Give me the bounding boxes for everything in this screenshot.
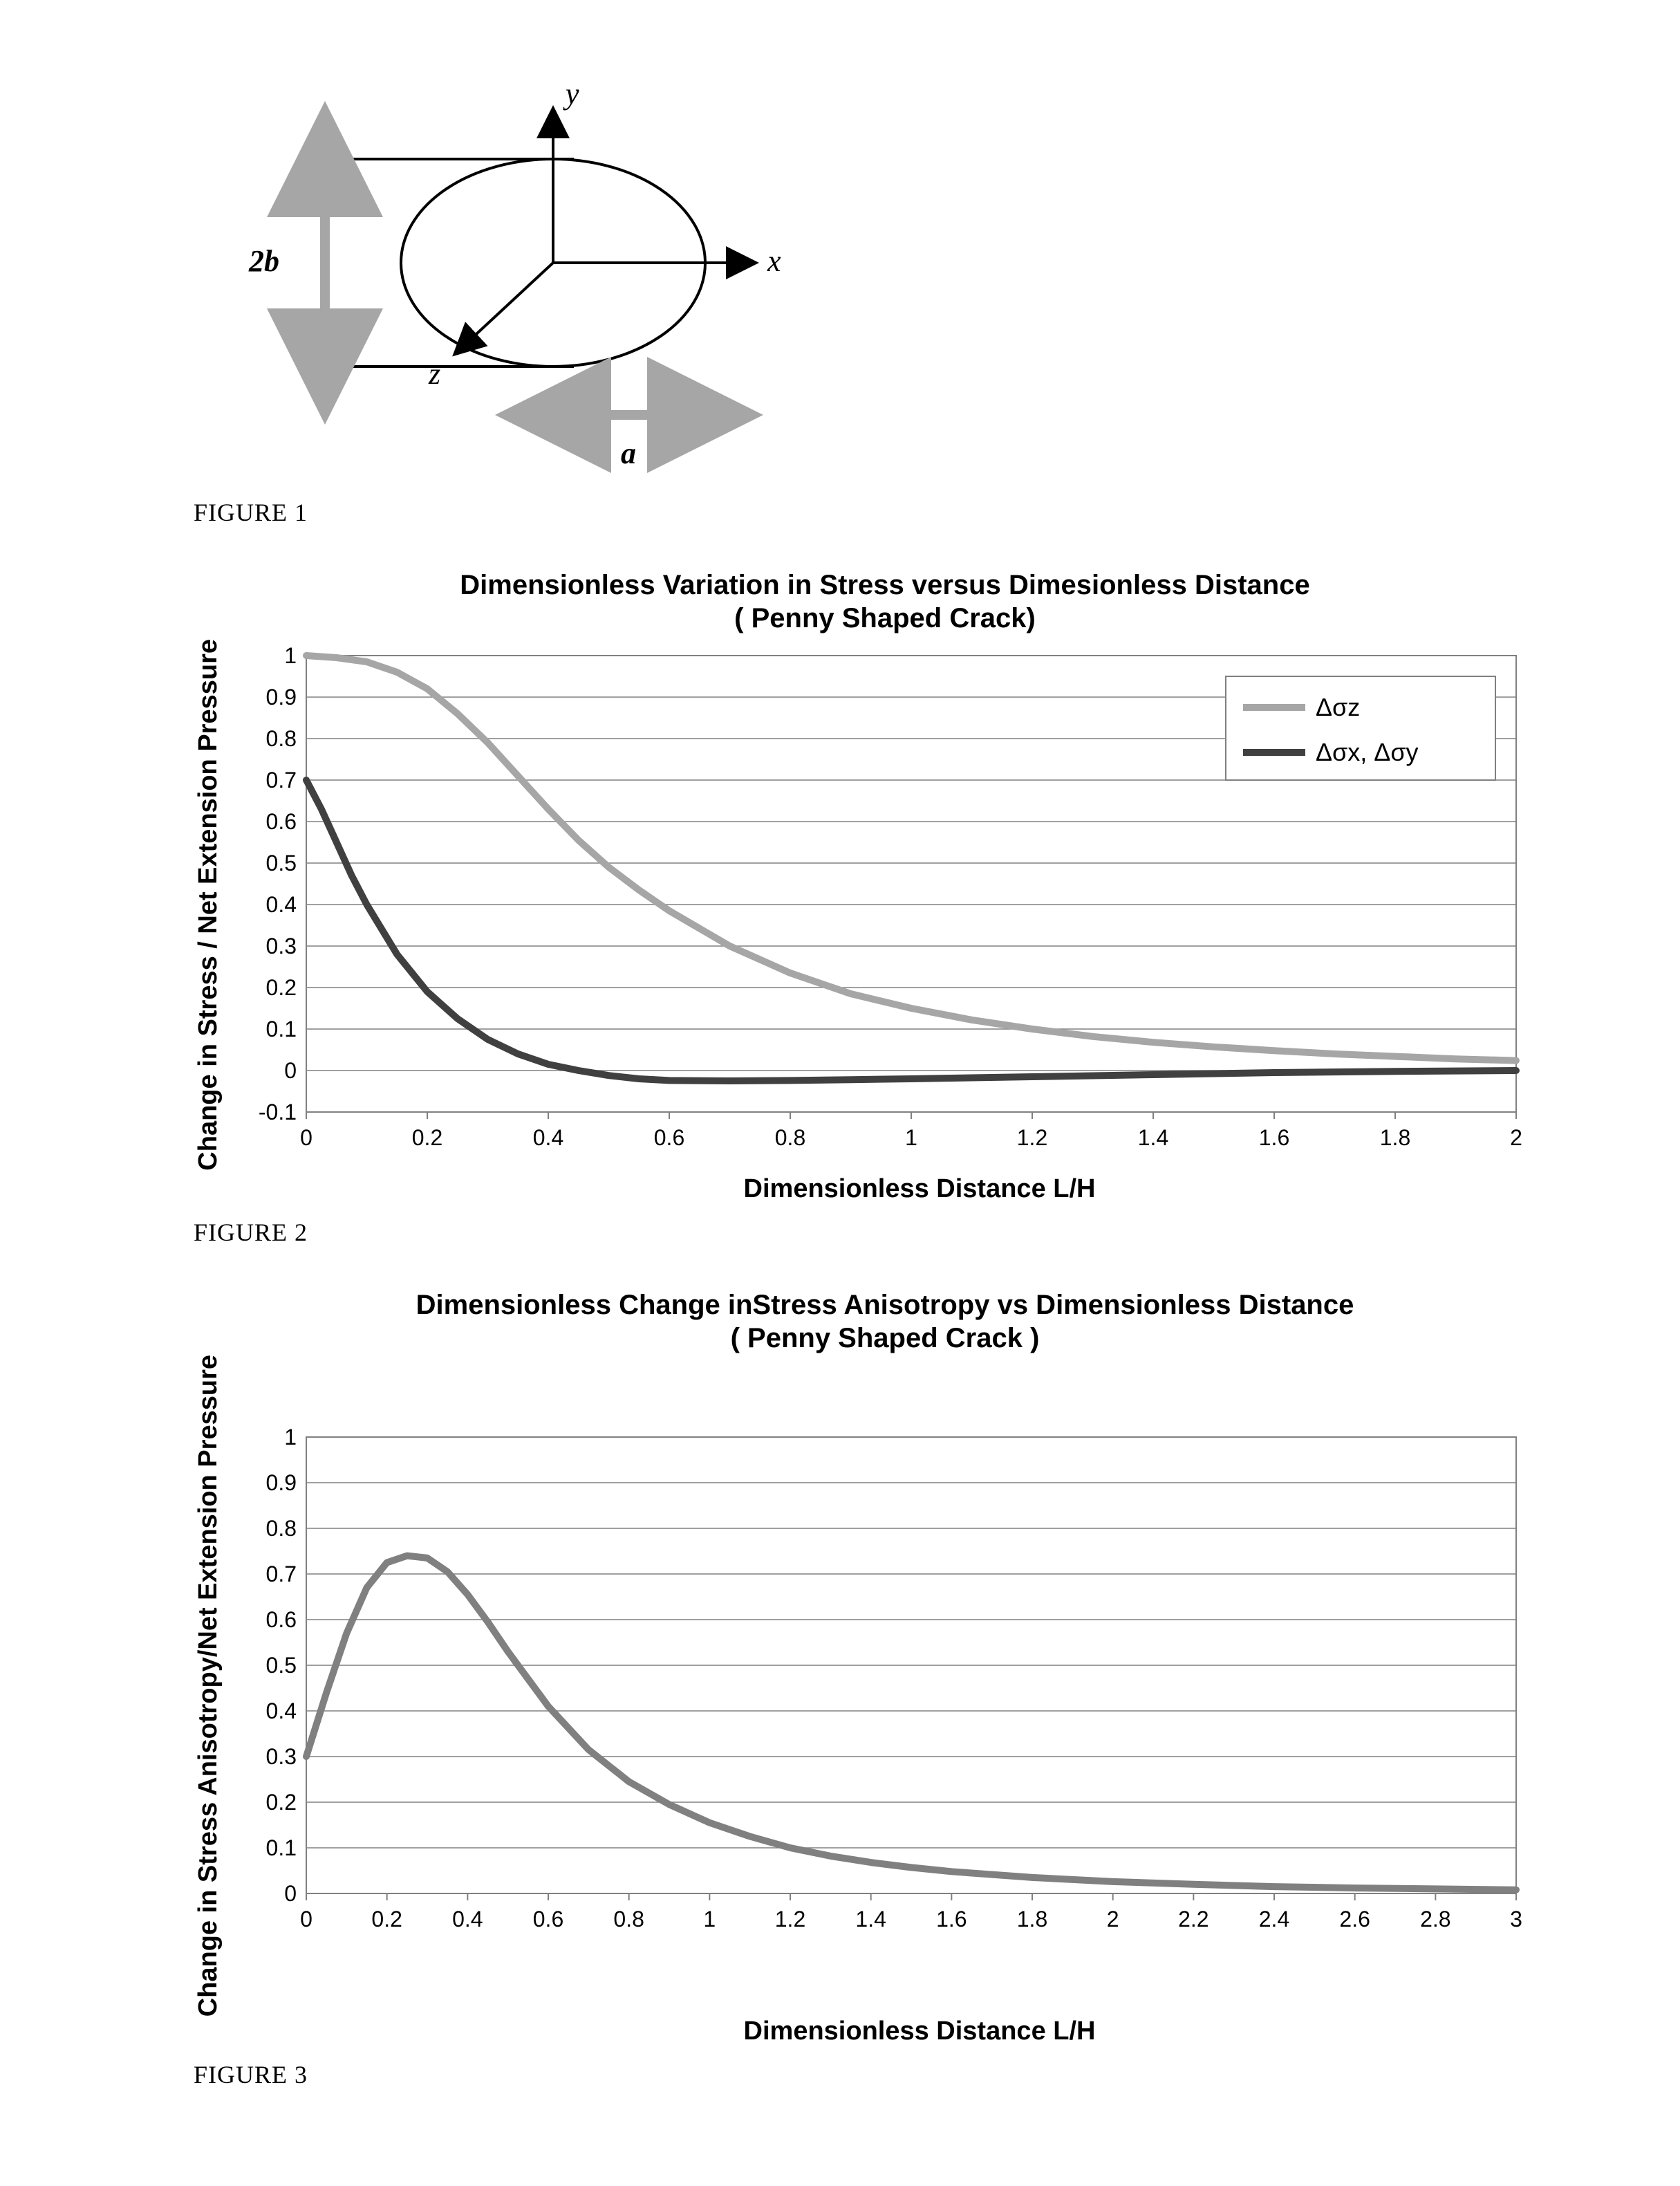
svg-text:0.3: 0.3 <box>266 934 297 958</box>
svg-text:1: 1 <box>703 1907 716 1932</box>
svg-text:0.6: 0.6 <box>266 809 297 834</box>
svg-text:2: 2 <box>1107 1907 1119 1932</box>
svg-text:Δσx, Δσy: Δσx, Δσy <box>1316 738 1419 766</box>
svg-text:0.1: 0.1 <box>266 1017 297 1041</box>
figure-2-xlabel: Dimensionless Distance L/H <box>263 1174 1576 1204</box>
figure-2: Dimensionless Variation in Stress versus… <box>194 568 1576 1247</box>
svg-text:0.4: 0.4 <box>533 1125 563 1150</box>
svg-text:2.2: 2.2 <box>1178 1907 1208 1932</box>
figure-2-title: Dimensionless Variation in Stress versus… <box>194 568 1576 635</box>
svg-text:1.2: 1.2 <box>1017 1125 1047 1150</box>
svg-text:0.3: 0.3 <box>266 1744 297 1769</box>
svg-text:-0.1: -0.1 <box>259 1100 297 1124</box>
figure-2-caption: FIGURE 2 <box>194 1218 1576 1247</box>
svg-text:0.6: 0.6 <box>533 1907 563 1932</box>
svg-text:0: 0 <box>284 1881 297 1906</box>
svg-text:0.4: 0.4 <box>452 1907 483 1932</box>
figure-1-diagram: 2b x y z a <box>194 55 885 484</box>
svg-text:2: 2 <box>1510 1125 1522 1150</box>
svg-text:y: y <box>563 77 579 111</box>
svg-text:3: 3 <box>1510 1907 1522 1932</box>
figure-3-title: Dimensionless Change inStress Anisotropy… <box>194 1288 1576 1355</box>
svg-text:0.9: 0.9 <box>266 1470 297 1495</box>
svg-text:0: 0 <box>300 1125 312 1150</box>
svg-text:0.7: 0.7 <box>266 1562 297 1586</box>
svg-text:0.5: 0.5 <box>266 1653 297 1678</box>
svg-text:0.4: 0.4 <box>266 1698 297 1723</box>
figure-3-xlabel: Dimensionless Distance L/H <box>263 2017 1576 2046</box>
svg-text:1.6: 1.6 <box>1259 1125 1289 1150</box>
svg-text:0.8: 0.8 <box>266 1516 297 1541</box>
svg-text:0: 0 <box>284 1058 297 1083</box>
svg-text:1.2: 1.2 <box>775 1907 805 1932</box>
svg-text:0.8: 0.8 <box>775 1125 805 1150</box>
svg-text:0.6: 0.6 <box>266 1607 297 1632</box>
svg-text:1.8: 1.8 <box>1017 1907 1047 1932</box>
figure-3: Dimensionless Change inStress Anisotropy… <box>194 1288 1576 2089</box>
svg-text:0.2: 0.2 <box>266 1790 297 1815</box>
svg-text:0.6: 0.6 <box>654 1125 684 1150</box>
svg-text:2b: 2b <box>248 244 279 278</box>
svg-text:1: 1 <box>284 1425 297 1449</box>
svg-text:0: 0 <box>300 1907 312 1932</box>
figure-2-ylabel: Change in Stress / Net Extension Pressur… <box>194 639 223 1171</box>
figure-1-caption: FIGURE 1 <box>194 498 1576 527</box>
svg-text:0.1: 0.1 <box>266 1835 297 1860</box>
svg-text:1: 1 <box>284 643 297 668</box>
figure-3-ylabel: Change in Stress Anisotropy/Net Extensio… <box>194 1355 223 2017</box>
svg-text:1.6: 1.6 <box>936 1907 967 1932</box>
svg-text:x: x <box>767 244 781 278</box>
svg-text:a: a <box>621 436 636 470</box>
svg-text:0.2: 0.2 <box>412 1125 442 1150</box>
figure-2-chart: -0.100.10.20.30.40.50.60.70.80.9100.20.4… <box>223 635 1537 1174</box>
svg-text:z: z <box>428 357 440 391</box>
svg-text:0.8: 0.8 <box>266 726 297 751</box>
svg-text:2.4: 2.4 <box>1259 1907 1289 1932</box>
svg-text:0.2: 0.2 <box>266 975 297 1000</box>
svg-text:1.8: 1.8 <box>1380 1125 1410 1150</box>
figure-1: 2b x y z a FIGURE 1 <box>194 55 1576 527</box>
svg-text:0.5: 0.5 <box>266 851 297 876</box>
svg-text:Δσz: Δσz <box>1316 693 1360 721</box>
svg-text:0.2: 0.2 <box>371 1907 402 1932</box>
svg-text:0.8: 0.8 <box>613 1907 644 1932</box>
svg-text:2.8: 2.8 <box>1420 1907 1450 1932</box>
figure-3-caption: FIGURE 3 <box>194 2060 1576 2089</box>
svg-text:1.4: 1.4 <box>855 1907 886 1932</box>
svg-text:2.6: 2.6 <box>1339 1907 1370 1932</box>
svg-text:1: 1 <box>905 1125 917 1150</box>
svg-text:1.4: 1.4 <box>1138 1125 1168 1150</box>
svg-text:0.7: 0.7 <box>266 768 297 793</box>
svg-text:0.9: 0.9 <box>266 685 297 710</box>
figure-3-chart: 0 0.1 0.2 0.3 0.4 0.5 0.6 0.7 0.8 0.9 1 0 0.2 0.4 0.6 0… <box>223 1416 1537 1956</box>
svg-text:0.4: 0.4 <box>266 892 297 917</box>
